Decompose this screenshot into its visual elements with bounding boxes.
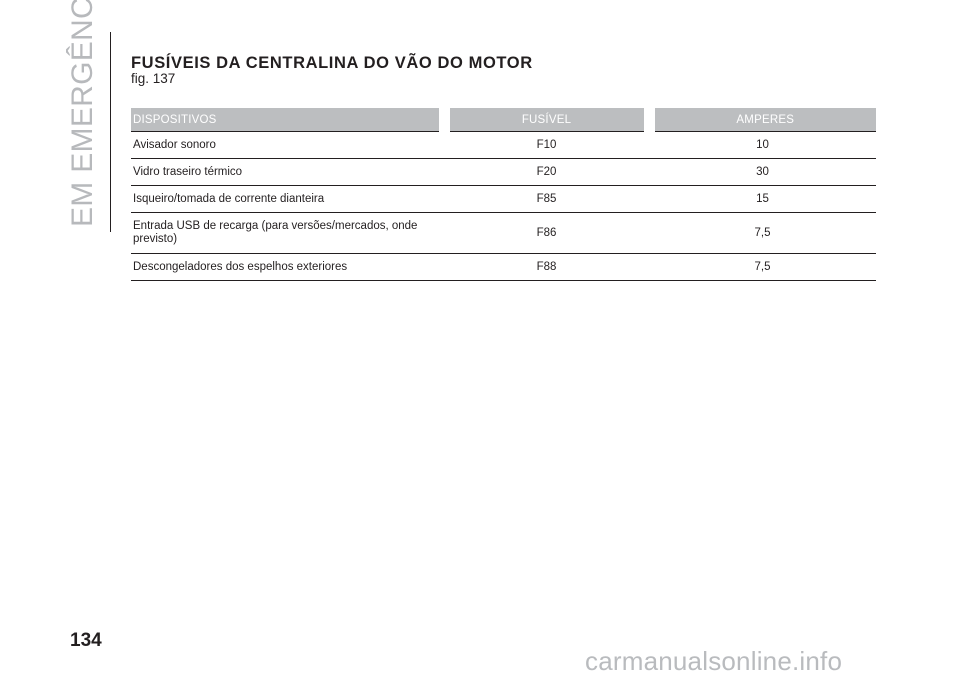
- amperes-cell: 7,5: [649, 253, 876, 281]
- table-row: Avisador sonoro F10 10: [131, 131, 876, 159]
- table-header-row: DISPOSITIVOS FUSÍVEL AMPERES: [131, 108, 876, 132]
- device-cell: Descongeladores dos espelhos exteriores: [131, 253, 444, 281]
- table-row: Descongeladores dos espelhos exteriores …: [131, 253, 876, 281]
- device-cell: Entrada USB de recarga (para versões/mer…: [131, 212, 444, 254]
- table-row: Isqueiro/tomada de corrente dianteira F8…: [131, 185, 876, 213]
- device-cell: Isqueiro/tomada de corrente dianteira: [131, 185, 444, 213]
- column-header-amperes: AMPERES: [649, 108, 876, 132]
- device-cell: Vidro traseiro térmico: [131, 158, 444, 186]
- fuse-cell: F85: [444, 185, 649, 213]
- column-header-fuse: FUSÍVEL: [444, 108, 655, 132]
- fuse-cell: F86: [444, 212, 649, 254]
- fuse-cell: F10: [444, 131, 649, 159]
- fuse-cell: F20: [444, 158, 649, 186]
- amperes-cell: 10: [649, 131, 876, 159]
- section-title: FUSÍVEIS DA CENTRALINA DO VÃO DO MOTOR: [131, 54, 533, 72]
- watermark: carmanualsonline.info: [585, 646, 843, 676]
- table-row: Vidro traseiro térmico F20 30: [131, 158, 876, 186]
- fuse-table: DISPOSITIVOS FUSÍVEL AMPERES Avisador so…: [131, 108, 876, 281]
- device-cell: Avisador sonoro: [131, 131, 444, 159]
- amperes-cell: 15: [649, 185, 876, 213]
- table-row: Entrada USB de recarga (para versões/mer…: [131, 212, 876, 254]
- chapter-divider: [110, 32, 111, 232]
- fuse-cell: F88: [444, 253, 649, 281]
- column-header-devices: DISPOSITIVOS: [131, 108, 450, 132]
- amperes-cell: 30: [649, 158, 876, 186]
- page-number: 134: [70, 630, 102, 651]
- amperes-cell: 7,5: [649, 212, 876, 254]
- figure-reference: fig. 137: [131, 71, 176, 86]
- chapter-label: EM EMERGÊNCIA: [66, 0, 99, 227]
